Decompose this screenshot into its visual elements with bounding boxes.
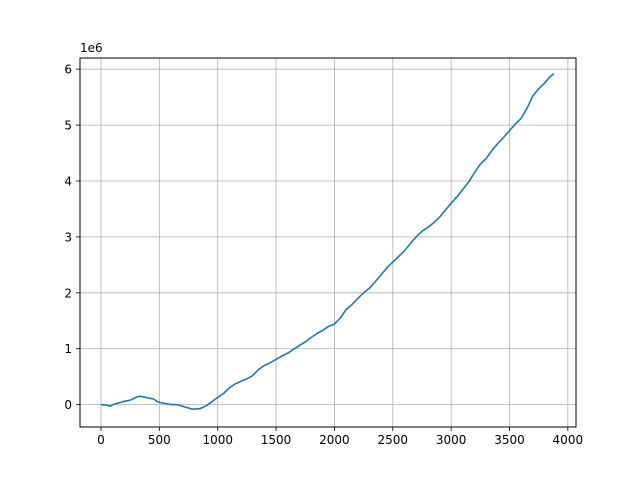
x-tick-label: 1000 <box>202 433 233 447</box>
x-tick-label: 3500 <box>494 433 525 447</box>
y-offset-label: 1e6 <box>80 41 103 55</box>
x-tick-label: 2000 <box>319 433 350 447</box>
x-tick-label: 500 <box>148 433 171 447</box>
grid <box>80 58 576 427</box>
x-tick-label: 1500 <box>261 433 292 447</box>
series-layer <box>100 73 555 410</box>
x-tick-label: 2500 <box>377 433 408 447</box>
y-axis: 0 1 2 3 4 5 6 <box>64 63 80 412</box>
x-axis: 0 500 1000 1500 2000 2500 3000 3500 4000 <box>97 427 583 447</box>
y-tick-label: 2 <box>64 286 72 300</box>
y-tick-label: 4 <box>64 175 72 189</box>
plot-frame <box>79 57 577 428</box>
y-tick-label: 5 <box>64 119 72 133</box>
y-tick-label: 1 <box>64 342 72 356</box>
y-tick-label: 3 <box>64 230 72 244</box>
series-line <box>100 73 555 410</box>
y-tick-label: 0 <box>64 398 72 412</box>
x-tick-label: 0 <box>97 433 105 447</box>
x-tick-label: 4000 <box>553 433 584 447</box>
y-tick-label: 6 <box>64 63 72 77</box>
x-tick-label: 3000 <box>436 433 467 447</box>
